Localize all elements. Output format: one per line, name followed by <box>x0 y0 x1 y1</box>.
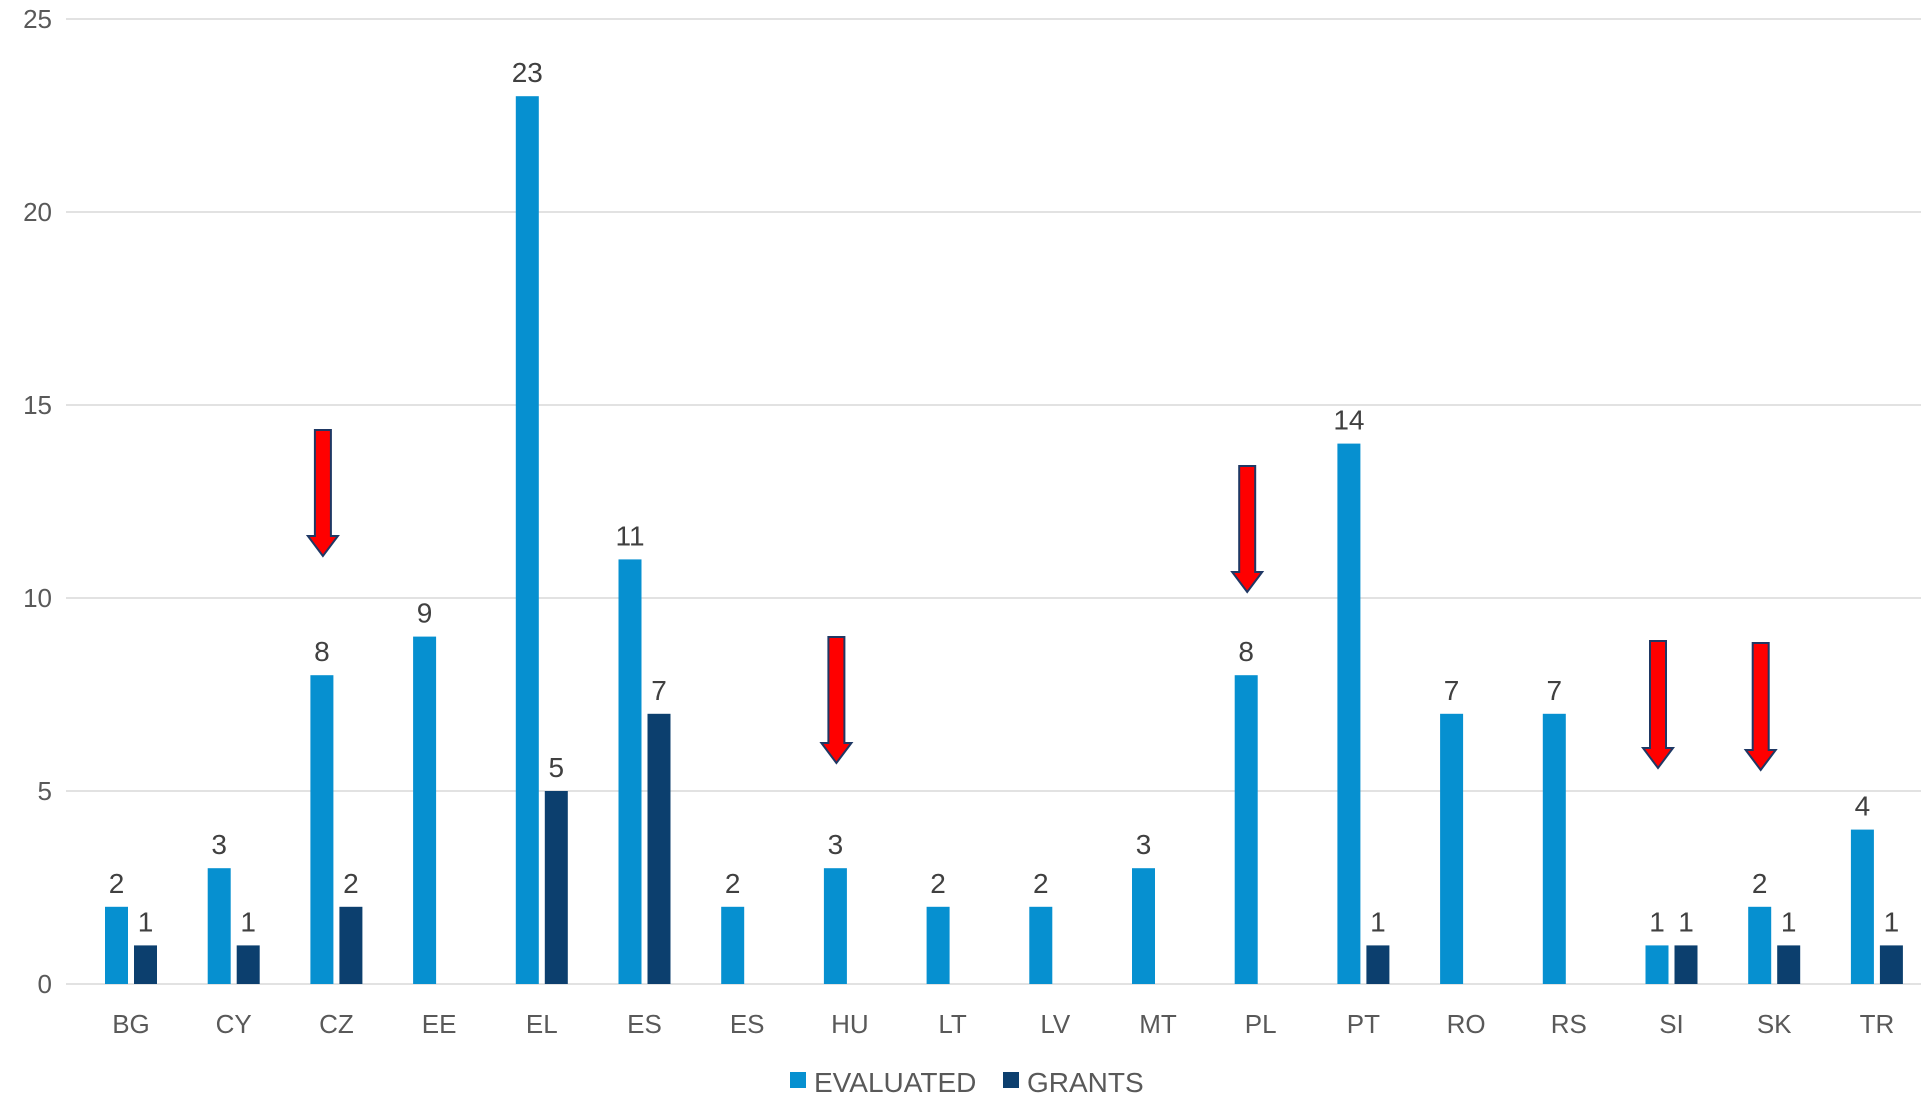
data-label-grants: 1 <box>240 906 256 937</box>
bar-evaluated <box>1542 713 1566 984</box>
x-tick-label: EL <box>526 1009 558 1039</box>
data-label-evaluated: 7 <box>1444 675 1460 706</box>
data-label-evaluated: 9 <box>417 598 433 629</box>
legend-label-grants: GRANTS <box>1027 1067 1144 1097</box>
data-label-evaluated: 4 <box>1855 791 1871 822</box>
bar-grants <box>1777 945 1801 984</box>
data-label-evaluated: 2 <box>725 868 741 899</box>
data-label-grants: 5 <box>549 752 565 783</box>
bar-evaluated <box>618 559 642 984</box>
x-tick-label: CY <box>216 1009 252 1039</box>
bar-grants <box>134 945 157 984</box>
x-tick-label: ES <box>730 1009 765 1039</box>
data-label-evaluated: 8 <box>1238 636 1254 667</box>
bar-grants <box>339 906 363 984</box>
red-arrow-icon <box>1743 642 1778 772</box>
annotation-arrows <box>305 429 1778 772</box>
bar-evaluated <box>1440 713 1464 984</box>
y-tick-label: 20 <box>23 197 52 227</box>
data-label-evaluated: 3 <box>828 829 844 860</box>
data-label-grants: 2 <box>343 868 359 899</box>
red-arrow-icon <box>819 636 854 765</box>
data-label-evaluated: 2 <box>1033 868 1049 899</box>
bar-evaluated <box>1029 906 1053 984</box>
data-label-grants: 1 <box>138 906 154 937</box>
x-tick-label: MT <box>1139 1009 1177 1039</box>
data-label-evaluated: 2 <box>1752 868 1768 899</box>
x-tick-label: EE <box>422 1009 457 1039</box>
bar-evaluated <box>1645 945 1669 984</box>
x-tick-label: ES <box>627 1009 662 1039</box>
data-label-grants: 1 <box>1781 906 1797 937</box>
x-tick-label: BG <box>112 1009 150 1039</box>
bar-evaluated <box>1850 829 1874 984</box>
bar-grants <box>544 791 568 984</box>
bar-evaluated <box>413 636 437 984</box>
bar-grants <box>1674 945 1698 984</box>
bar-evaluated <box>721 906 745 984</box>
bar-evaluated <box>1234 675 1258 984</box>
y-tick-label: 5 <box>38 776 52 806</box>
bar-evaluated <box>1132 868 1155 984</box>
legend-label-evaluated: EVALUATED <box>814 1067 976 1097</box>
data-label-grants: 1 <box>1678 906 1694 937</box>
bar-grants <box>1879 945 1903 984</box>
x-tick-label: LV <box>1040 1009 1071 1039</box>
data-label-evaluated: 8 <box>314 636 330 667</box>
red-arrow-icon <box>305 429 340 558</box>
data-label-evaluated: 11 <box>615 520 644 551</box>
bar-evaluated <box>926 906 950 984</box>
x-tick-label: LT <box>938 1009 967 1039</box>
y-tick-label: 10 <box>23 583 52 613</box>
x-tick-label: PL <box>1245 1009 1277 1039</box>
x-tick-label: RS <box>1551 1009 1587 1039</box>
x-tick-label: TR <box>1860 1009 1895 1039</box>
data-label-grants: 1 <box>1884 906 1900 937</box>
data-label-evaluated: 7 <box>1547 675 1563 706</box>
x-tick-label: RO <box>1447 1009 1486 1039</box>
y-tick-label: 0 <box>38 969 52 999</box>
bar-evaluated <box>207 868 231 984</box>
legend-swatch-grants <box>1003 1072 1019 1088</box>
x-tick-label: SK <box>1757 1009 1792 1039</box>
y-tick-label: 15 <box>23 390 52 420</box>
data-label-evaluated: 23 <box>512 57 543 88</box>
legend-swatch-evaluated <box>790 1072 806 1088</box>
bar-evaluated <box>515 96 539 984</box>
x-tick-label: CZ <box>319 1009 354 1039</box>
data-label-evaluated: 3 <box>1136 829 1152 860</box>
y-axis-ticks: 0 5 10 15 20 25 <box>23 4 52 999</box>
gridlines <box>66 18 1921 985</box>
bar-grants <box>1366 945 1390 984</box>
data-label-evaluated: 2 <box>930 868 946 899</box>
data-label-evaluated: 1 <box>1649 906 1665 937</box>
bar-evaluated <box>1748 906 1772 984</box>
bars <box>105 96 1903 985</box>
data-label-grants: 7 <box>651 675 667 706</box>
legend: EVALUATED GRANTS <box>790 1067 1144 1097</box>
red-arrow-icon <box>1641 640 1675 770</box>
bar-grants <box>236 945 260 984</box>
data-label-grants: 1 <box>1370 906 1386 937</box>
x-axis-ticks: BG CY CZ EE EL ES ES HU LT LV MT PL PT RO RS SI SK TR <box>112 1009 1894 1039</box>
data-label-evaluated: 3 <box>211 829 227 860</box>
x-tick-label: SI <box>1659 1009 1684 1039</box>
x-tick-label: PT <box>1347 1009 1380 1039</box>
data-label-evaluated: 2 <box>109 868 125 899</box>
red-arrow-icon <box>1230 465 1265 594</box>
y-tick-label: 25 <box>23 4 52 34</box>
bar-evaluated <box>1337 443 1361 985</box>
data-label-evaluated: 14 <box>1333 405 1364 436</box>
x-tick-label: HU <box>831 1009 869 1039</box>
bar-evaluated <box>823 868 847 984</box>
bar-evaluated <box>310 675 334 984</box>
bar-evaluated <box>105 906 128 984</box>
bar-grants <box>647 713 671 984</box>
